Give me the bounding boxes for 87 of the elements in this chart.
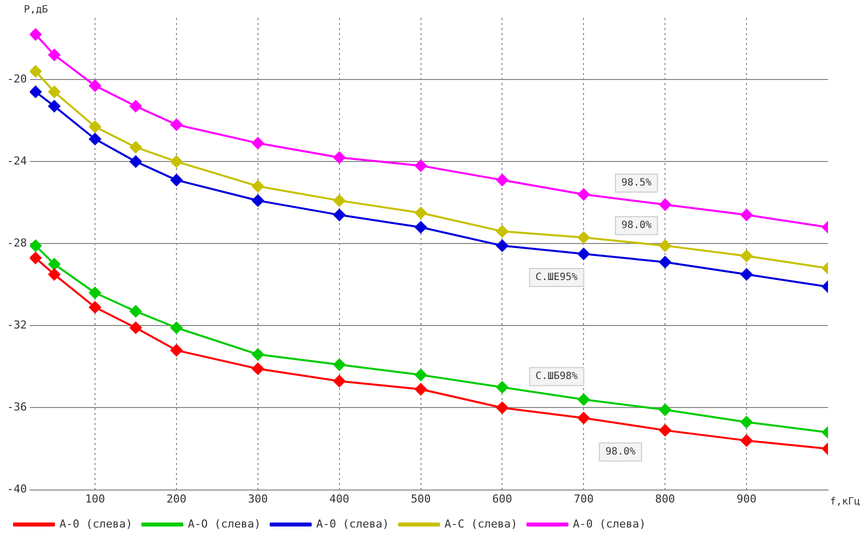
point bbox=[89, 120, 102, 133]
annotation: 98.0% bbox=[605, 446, 636, 458]
point bbox=[48, 86, 60, 98]
point bbox=[252, 180, 264, 192]
point bbox=[659, 256, 672, 268]
point bbox=[496, 225, 508, 238]
point bbox=[740, 416, 753, 428]
point bbox=[659, 198, 672, 211]
annotation: С.ШБ98% bbox=[536, 371, 578, 382]
x-tick-label: 200 bbox=[166, 492, 186, 506]
point bbox=[130, 156, 142, 168]
y-tick-label: -40 bbox=[6, 482, 27, 496]
annotation: 98.5% bbox=[621, 178, 652, 189]
point bbox=[578, 248, 590, 260]
point bbox=[659, 424, 672, 436]
x-tick-label: 600 bbox=[492, 492, 512, 506]
point bbox=[496, 174, 508, 186]
y-tick-label: -24 bbox=[6, 154, 28, 168]
point bbox=[130, 100, 142, 112]
point bbox=[252, 194, 264, 207]
point bbox=[48, 258, 60, 270]
point bbox=[333, 358, 346, 371]
point bbox=[130, 322, 142, 334]
point bbox=[578, 412, 590, 424]
y-tick-label: -36 bbox=[6, 400, 27, 414]
point bbox=[30, 28, 42, 40]
point bbox=[414, 221, 427, 234]
annotation: 98.0% bbox=[621, 220, 652, 232]
point bbox=[170, 174, 182, 186]
point bbox=[333, 151, 346, 164]
y-axis-title: P,дБ bbox=[24, 4, 48, 16]
point bbox=[130, 305, 142, 318]
point bbox=[496, 381, 508, 394]
point bbox=[30, 86, 42, 98]
point bbox=[48, 268, 60, 280]
point bbox=[414, 160, 427, 172]
point bbox=[89, 133, 102, 146]
point bbox=[578, 188, 590, 200]
x-tick-label: 300 bbox=[248, 492, 268, 506]
point bbox=[578, 394, 590, 406]
point bbox=[414, 368, 427, 381]
legend-label: А-0 (слева) bbox=[572, 517, 646, 530]
point bbox=[89, 80, 102, 92]
x-tick-label: 700 bbox=[574, 492, 594, 506]
point bbox=[89, 286, 102, 299]
point bbox=[252, 362, 264, 375]
point bbox=[333, 375, 346, 388]
point bbox=[30, 240, 42, 252]
point bbox=[740, 268, 753, 280]
legend-label: А-О (слева) bbox=[188, 517, 261, 530]
point bbox=[252, 137, 264, 150]
point bbox=[30, 252, 42, 264]
x-tick-label: 400 bbox=[329, 492, 350, 506]
legend-label: А-0 (слева) bbox=[60, 517, 132, 530]
point bbox=[740, 250, 753, 262]
y-tick-label: -32 bbox=[6, 318, 27, 332]
point bbox=[496, 402, 508, 414]
x-tick-label: 100 bbox=[85, 492, 105, 506]
x-tick-label: 900 bbox=[736, 492, 756, 506]
point bbox=[170, 322, 182, 334]
y-tick-label: -20 bbox=[6, 72, 27, 86]
point bbox=[252, 348, 264, 360]
annotation: С.ШЕ95% bbox=[536, 272, 578, 284]
y-tick-label: -28 bbox=[6, 236, 27, 250]
point bbox=[48, 48, 60, 61]
point bbox=[659, 404, 672, 416]
point bbox=[30, 65, 42, 78]
point bbox=[333, 208, 346, 221]
point bbox=[414, 206, 427, 219]
x-tick-label: 500 bbox=[410, 492, 431, 506]
point bbox=[130, 141, 142, 154]
point bbox=[48, 100, 60, 112]
point bbox=[414, 383, 427, 396]
x-axis-title: f,кГц bbox=[830, 496, 860, 508]
point bbox=[740, 434, 753, 447]
point bbox=[170, 344, 182, 356]
point bbox=[740, 208, 753, 221]
legend-label: А-С (слева) bbox=[444, 517, 518, 530]
point bbox=[170, 118, 182, 131]
point bbox=[333, 194, 346, 207]
point bbox=[496, 240, 508, 252]
point bbox=[89, 301, 102, 314]
x-tick-label: 800 bbox=[655, 492, 676, 506]
point bbox=[578, 231, 590, 244]
legend-label: А-0 (слева) bbox=[316, 517, 390, 530]
point bbox=[170, 156, 182, 168]
point bbox=[659, 240, 672, 252]
